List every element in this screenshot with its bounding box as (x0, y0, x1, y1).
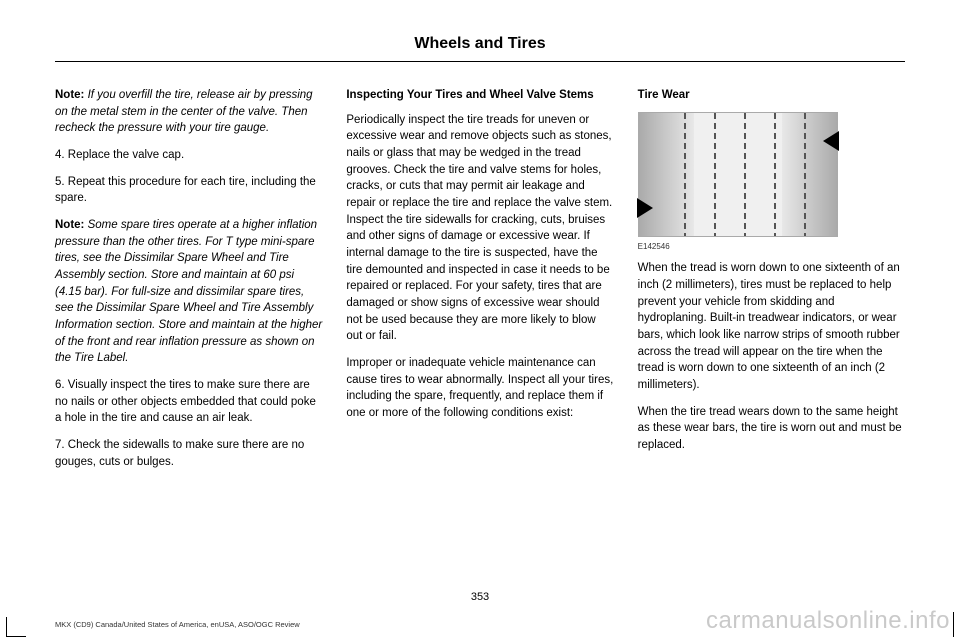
tread-groove (774, 113, 776, 236)
step-6: 6. Visually inspect the tires to make su… (55, 377, 322, 427)
tread-groove (744, 113, 746, 236)
tire-wear-image (638, 112, 838, 237)
tread-groove (684, 113, 686, 236)
footer-code: MKX (CD9) Canada/United States of Americ… (55, 620, 300, 629)
column-1: Note: If you overfill the tire, release … (55, 87, 322, 480)
note-2: Note: Some spare tires operate at a high… (55, 217, 322, 367)
arrow-indicator-top (823, 131, 839, 151)
crop-mark-br (950, 612, 954, 637)
col2-para1: Periodically inspect the tire treads for… (346, 112, 613, 345)
note-1-text: If you overfill the tire, release air by… (55, 89, 313, 134)
page-header: Wheels and Tires (55, 35, 905, 62)
col3-para1: When the tread is worn down to one sixte… (638, 260, 905, 393)
column-3: Tire Wear E142546 When the tread is worn… (638, 87, 905, 480)
column-2: Inspecting Your Tires and Wheel Valve St… (346, 87, 613, 480)
arrow-indicator-bottom (637, 198, 653, 218)
col2-para2: Improper or inadequate vehicle maintenan… (346, 355, 613, 422)
note-2-text: Some spare tires operate at a higher inf… (55, 219, 322, 364)
header-title: Wheels and Tires (414, 35, 545, 52)
content-columns: Note: If you overfill the tire, release … (55, 87, 905, 480)
step-4: 4. Replace the valve cap. (55, 147, 322, 164)
image-caption: E142546 (638, 241, 905, 253)
note-2-label: Note: (55, 219, 84, 231)
watermark: carmanualsonline.info (706, 607, 950, 635)
note-1: Note: If you overfill the tire, release … (55, 87, 322, 137)
step-7: 7. Check the sidewalls to make sure ther… (55, 437, 322, 470)
step-5: 5. Repeat this procedure for each tire, … (55, 174, 322, 207)
col3-para2: When the tire tread wears down to the sa… (638, 404, 905, 454)
tread-groove (804, 113, 806, 236)
col3-heading: Tire Wear (638, 87, 905, 104)
note-1-label: Note: (55, 89, 84, 101)
tread-groove (714, 113, 716, 236)
col2-heading: Inspecting Your Tires and Wheel Valve St… (346, 87, 613, 104)
crop-mark-bl (6, 617, 26, 637)
page-number: 353 (471, 591, 489, 603)
